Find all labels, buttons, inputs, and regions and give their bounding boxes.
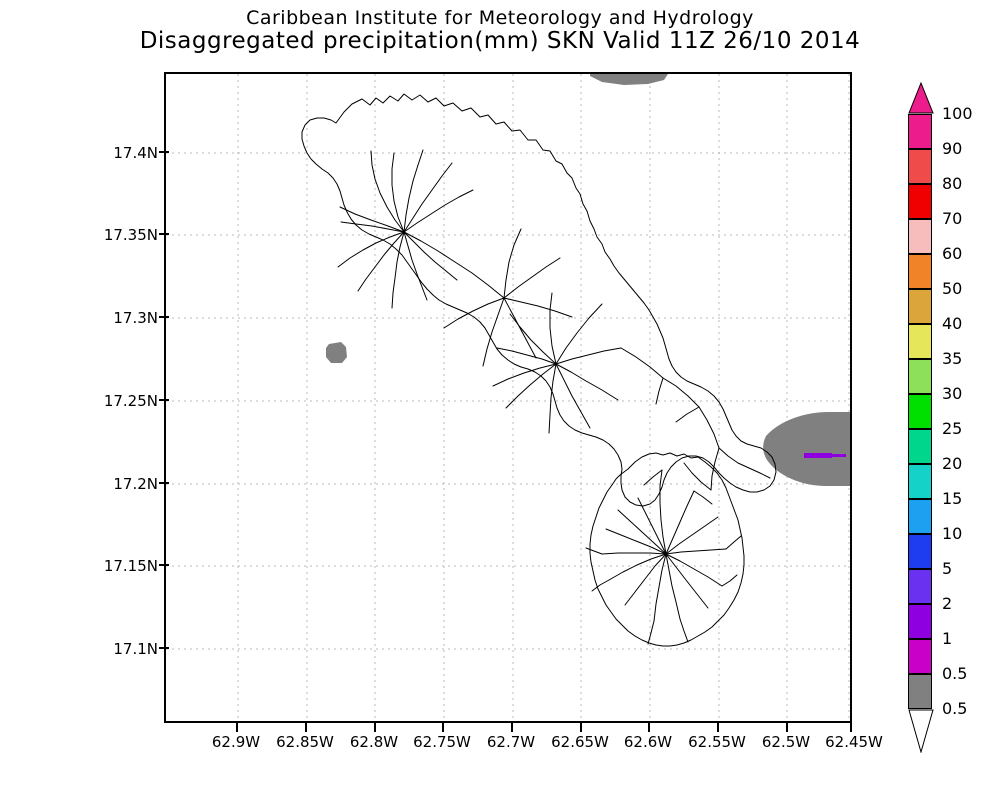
colorbar-label-35: 35 (942, 349, 963, 368)
xtick-label-5: 62.65W (551, 733, 609, 751)
colorbar-label-15: 15 (942, 489, 963, 508)
xtick-label-6: 62.6W (623, 733, 673, 751)
precip-core-east-tail (830, 454, 846, 457)
colorbar-label-100: 100 (942, 104, 973, 123)
colorbar-segment-0.5[interactable] (908, 674, 932, 709)
precip-patch-north (590, 74, 668, 85)
colorbar-segment-25[interactable] (908, 429, 932, 464)
colorbar-segment-90[interactable] (908, 149, 932, 184)
ytick-mark-1 (159, 233, 169, 235)
xtick-mark-2 (374, 723, 376, 732)
colorbar-label-80: 80 (942, 174, 963, 193)
colorbar-segment-20[interactable] (908, 464, 932, 499)
colorbar-segment-35[interactable] (908, 359, 932, 394)
colorbar-label-25: 25 (942, 419, 963, 438)
colorbar-segment-70[interactable] (908, 219, 932, 254)
xtick-label-1: 62.85W (276, 733, 334, 751)
colorbar-segment-40[interactable] (908, 324, 932, 359)
ytick-mark-4 (159, 482, 169, 484)
xtick-mark-8 (786, 723, 788, 732)
colorbar-segment-100[interactable] (908, 114, 932, 149)
st-kitts-island (301, 93, 777, 507)
xtick-mark-6 (648, 723, 650, 732)
nevis-island (585, 452, 745, 647)
xtick-mark-4 (511, 723, 513, 732)
colorbar-label-90: 90 (942, 139, 963, 158)
map-plot-area[interactable] (164, 72, 852, 723)
xtick-label-9: 62.45W (825, 733, 883, 751)
colorbar-segment-50[interactable] (908, 289, 932, 324)
ytick-mark-5 (159, 564, 169, 566)
colorbar-above-max-arrow (908, 82, 934, 114)
xtick-label-2: 62.8W (349, 733, 399, 751)
xtick-mark-9 (850, 723, 852, 732)
colorbar-label-2: 2 (942, 594, 953, 613)
institute-title: Caribbean Institute for Meteorology and … (246, 7, 754, 29)
map-canvas (166, 74, 850, 721)
map-gridlines (166, 74, 850, 721)
colorbar-below-min-arrow (908, 709, 934, 753)
xtick-label-8: 62.5W (761, 733, 811, 751)
colorbar-label-30: 30 (942, 384, 963, 403)
colorbar-label-50: 50 (942, 279, 963, 298)
precip-patch-east (763, 412, 850, 486)
colorbar-segment-10[interactable] (908, 534, 932, 569)
colorbar-label-0.5: 0.5 (942, 664, 968, 683)
ytick-label-5: 17.15N (103, 557, 158, 575)
ytick-mark-3 (159, 399, 169, 401)
xtick-mark-3 (442, 723, 444, 732)
xtick-label-0: 62.9W (211, 733, 261, 751)
ytick-label-0: 17.4N (113, 144, 158, 162)
xtick-mark-0 (236, 723, 238, 732)
ytick-label-3: 17.25N (103, 392, 158, 410)
ytick-mark-0 (159, 151, 169, 153)
xtick-label-7: 62.55W (688, 733, 746, 751)
colorbar-label-5: 5 (942, 559, 953, 578)
precip-patch-west (326, 342, 347, 363)
xtick-mark-1 (305, 723, 307, 732)
ytick-label-2: 17.3N (113, 309, 158, 327)
island-outlines (301, 93, 777, 647)
colorbar-segment-5[interactable] (908, 569, 932, 604)
colorbar-label-10: 10 (942, 524, 963, 543)
xtick-label-4: 62.7W (486, 733, 536, 751)
colorbar-label-min: 0.5 (942, 699, 968, 718)
ytick-label-1: 17.35N (103, 226, 158, 244)
colorbar-label-20: 20 (942, 454, 963, 473)
xtick-mark-5 (580, 723, 582, 732)
xtick-mark-7 (717, 723, 719, 732)
colorbar-segment-80[interactable] (908, 184, 932, 219)
colorbar[interactable]: 100 90 80 70 60 50 40 35 30 25 20 15 10 5 2 1 0.5 0.5 (908, 72, 973, 718)
colorbar-segment-60[interactable] (908, 254, 932, 289)
ytick-label-4: 17.2N (113, 475, 158, 493)
page-title: Disaggregated precipitation(mm) SKN Vali… (139, 28, 861, 54)
ytick-mark-2 (159, 316, 169, 318)
colorbar-segment-15[interactable] (908, 499, 932, 534)
colorbar-segment-1[interactable] (908, 639, 932, 674)
ytick-mark-6 (159, 647, 169, 649)
xtick-label-3: 62.75W (413, 733, 471, 751)
colorbar-segment-30[interactable] (908, 394, 932, 429)
ytick-label-6: 17.1N (113, 640, 158, 658)
colorbar-label-60: 60 (942, 244, 963, 263)
precipitation-fills (326, 74, 850, 486)
colorbar-label-40: 40 (942, 314, 963, 333)
colorbar-label-70: 70 (942, 209, 963, 228)
precip-core-east (804, 453, 832, 458)
colorbar-label-1: 1 (942, 629, 953, 648)
colorbar-segment-2[interactable] (908, 604, 932, 639)
